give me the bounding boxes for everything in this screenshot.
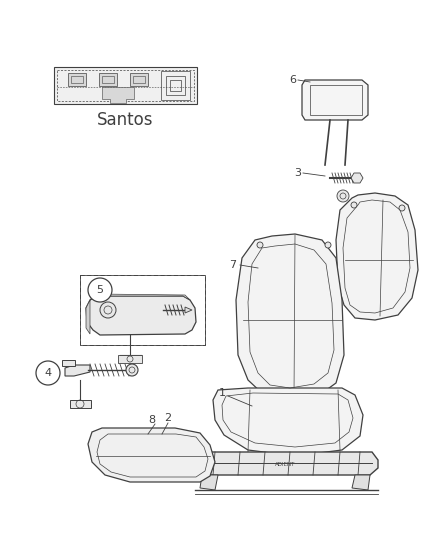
Text: 3: 3 bbox=[294, 168, 301, 178]
Circle shape bbox=[351, 202, 357, 208]
Bar bbox=[166, 76, 185, 95]
Polygon shape bbox=[70, 400, 91, 408]
Text: 8: 8 bbox=[148, 415, 155, 425]
Polygon shape bbox=[65, 365, 90, 376]
Polygon shape bbox=[213, 388, 363, 456]
Bar bbox=[130, 73, 148, 86]
Polygon shape bbox=[102, 87, 134, 103]
Bar bbox=[54, 67, 197, 104]
Polygon shape bbox=[185, 307, 192, 313]
Bar bbox=[99, 73, 117, 86]
Polygon shape bbox=[351, 173, 363, 183]
Polygon shape bbox=[200, 475, 218, 490]
Polygon shape bbox=[88, 428, 215, 482]
Bar bbox=[133, 76, 145, 83]
Text: 2: 2 bbox=[164, 413, 172, 423]
Text: 4: 4 bbox=[44, 368, 52, 378]
Circle shape bbox=[100, 302, 116, 318]
Bar bbox=[80, 275, 205, 345]
Polygon shape bbox=[86, 296, 196, 335]
Circle shape bbox=[88, 278, 112, 302]
Circle shape bbox=[399, 205, 405, 211]
Polygon shape bbox=[336, 193, 418, 320]
Polygon shape bbox=[86, 300, 90, 334]
Circle shape bbox=[126, 364, 138, 376]
Polygon shape bbox=[302, 80, 368, 120]
Circle shape bbox=[325, 242, 331, 248]
Circle shape bbox=[36, 361, 60, 385]
Circle shape bbox=[337, 190, 349, 202]
Bar bbox=[170, 80, 181, 91]
Polygon shape bbox=[118, 355, 142, 363]
Text: Santos: Santos bbox=[97, 111, 153, 129]
Polygon shape bbox=[62, 360, 75, 366]
Polygon shape bbox=[352, 475, 370, 490]
Text: 7: 7 bbox=[230, 260, 237, 270]
Bar bbox=[68, 73, 86, 86]
Bar bbox=[161, 71, 190, 100]
Text: 1: 1 bbox=[219, 388, 226, 398]
Bar bbox=[71, 76, 83, 83]
Text: 6: 6 bbox=[290, 75, 297, 85]
Bar bbox=[57, 70, 194, 101]
Polygon shape bbox=[198, 452, 378, 475]
Bar bbox=[102, 76, 114, 83]
Text: ADIENT: ADIENT bbox=[275, 463, 295, 467]
Polygon shape bbox=[90, 294, 190, 300]
Polygon shape bbox=[236, 234, 344, 400]
Text: 5: 5 bbox=[96, 285, 103, 295]
Circle shape bbox=[257, 242, 263, 248]
